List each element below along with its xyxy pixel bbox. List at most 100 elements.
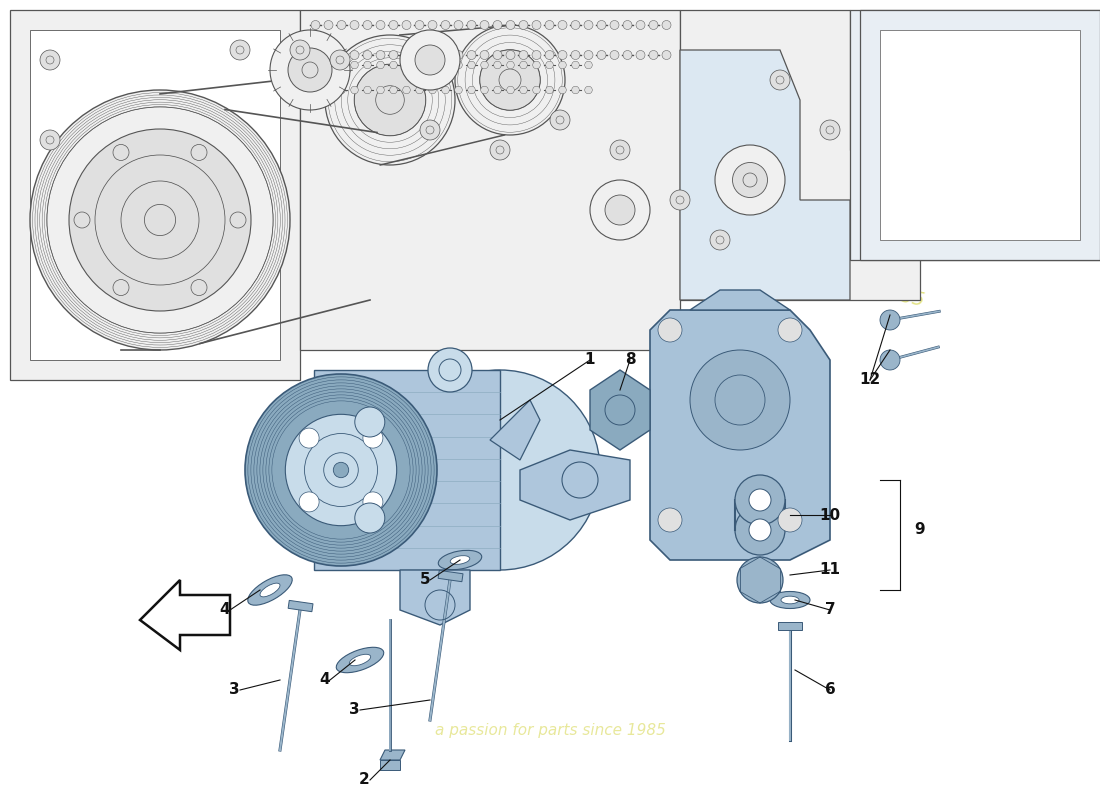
Circle shape bbox=[610, 21, 619, 30]
Polygon shape bbox=[590, 370, 650, 450]
Circle shape bbox=[597, 21, 606, 30]
Ellipse shape bbox=[350, 654, 371, 666]
Circle shape bbox=[355, 503, 385, 533]
Circle shape bbox=[311, 86, 319, 94]
Circle shape bbox=[420, 120, 440, 140]
Circle shape bbox=[299, 492, 319, 512]
Circle shape bbox=[30, 90, 290, 350]
Circle shape bbox=[402, 50, 411, 59]
Ellipse shape bbox=[248, 574, 293, 606]
Circle shape bbox=[610, 140, 630, 160]
Ellipse shape bbox=[450, 556, 470, 564]
Circle shape bbox=[389, 21, 398, 30]
Circle shape bbox=[230, 40, 250, 60]
Circle shape bbox=[468, 21, 476, 30]
Polygon shape bbox=[288, 600, 313, 612]
Circle shape bbox=[737, 557, 783, 603]
Circle shape bbox=[429, 86, 437, 94]
Circle shape bbox=[429, 61, 437, 69]
Circle shape bbox=[468, 61, 475, 69]
Text: 3: 3 bbox=[350, 702, 360, 718]
Circle shape bbox=[270, 30, 350, 110]
Circle shape bbox=[532, 50, 541, 59]
Circle shape bbox=[662, 50, 671, 59]
Circle shape bbox=[455, 25, 565, 135]
Circle shape bbox=[428, 348, 472, 392]
Circle shape bbox=[337, 50, 346, 59]
Circle shape bbox=[311, 50, 320, 59]
Circle shape bbox=[338, 86, 345, 94]
Text: 11: 11 bbox=[820, 562, 840, 578]
Polygon shape bbox=[379, 760, 400, 770]
Circle shape bbox=[74, 212, 90, 228]
Circle shape bbox=[558, 21, 566, 30]
Circle shape bbox=[670, 190, 690, 210]
Circle shape bbox=[550, 110, 570, 130]
Circle shape bbox=[690, 350, 790, 450]
Text: 10: 10 bbox=[820, 507, 840, 522]
Circle shape bbox=[559, 61, 566, 69]
Text: 4: 4 bbox=[319, 673, 330, 687]
Circle shape bbox=[311, 21, 320, 30]
Polygon shape bbox=[314, 370, 501, 570]
Text: 9: 9 bbox=[915, 522, 925, 538]
Circle shape bbox=[337, 21, 346, 30]
Circle shape bbox=[571, 50, 580, 59]
Circle shape bbox=[324, 35, 455, 165]
Circle shape bbox=[572, 86, 580, 94]
Polygon shape bbox=[860, 10, 1100, 260]
Circle shape bbox=[350, 21, 359, 30]
Circle shape bbox=[311, 61, 319, 69]
Text: eurospares: eurospares bbox=[587, 124, 1013, 276]
Polygon shape bbox=[300, 10, 680, 350]
Circle shape bbox=[880, 350, 900, 370]
Circle shape bbox=[299, 428, 319, 448]
Circle shape bbox=[519, 50, 528, 59]
Circle shape bbox=[662, 21, 671, 30]
Circle shape bbox=[623, 50, 632, 59]
Circle shape bbox=[376, 61, 384, 69]
Circle shape bbox=[113, 279, 129, 295]
Circle shape bbox=[636, 21, 645, 30]
Circle shape bbox=[749, 519, 771, 541]
Circle shape bbox=[778, 508, 802, 532]
Text: 7: 7 bbox=[825, 602, 835, 618]
Circle shape bbox=[363, 492, 383, 512]
Circle shape bbox=[820, 120, 840, 140]
Circle shape bbox=[191, 279, 207, 295]
Circle shape bbox=[571, 21, 580, 30]
Polygon shape bbox=[690, 290, 790, 310]
Circle shape bbox=[364, 61, 372, 69]
Circle shape bbox=[69, 129, 251, 311]
Circle shape bbox=[544, 50, 554, 59]
Circle shape bbox=[454, 50, 463, 59]
Circle shape bbox=[350, 50, 359, 59]
Circle shape bbox=[333, 462, 349, 478]
Text: 6: 6 bbox=[825, 682, 835, 698]
Circle shape bbox=[546, 61, 553, 69]
Circle shape bbox=[880, 310, 900, 330]
Circle shape bbox=[493, 50, 502, 59]
Circle shape bbox=[733, 162, 768, 198]
Circle shape bbox=[416, 86, 424, 94]
Circle shape bbox=[480, 50, 490, 59]
Circle shape bbox=[506, 50, 515, 59]
Text: 1: 1 bbox=[585, 353, 595, 367]
Circle shape bbox=[428, 21, 437, 30]
Circle shape bbox=[454, 21, 463, 30]
Circle shape bbox=[454, 61, 462, 69]
Circle shape bbox=[403, 61, 410, 69]
Circle shape bbox=[324, 61, 332, 69]
Circle shape bbox=[519, 86, 527, 94]
Circle shape bbox=[658, 318, 682, 342]
Text: 5: 5 bbox=[419, 573, 430, 587]
Circle shape bbox=[191, 145, 207, 161]
Circle shape bbox=[778, 318, 802, 342]
Circle shape bbox=[428, 50, 437, 59]
Circle shape bbox=[623, 21, 632, 30]
Circle shape bbox=[490, 140, 510, 160]
Ellipse shape bbox=[781, 596, 799, 604]
Circle shape bbox=[351, 61, 359, 69]
Circle shape bbox=[364, 86, 372, 94]
Circle shape bbox=[415, 21, 424, 30]
